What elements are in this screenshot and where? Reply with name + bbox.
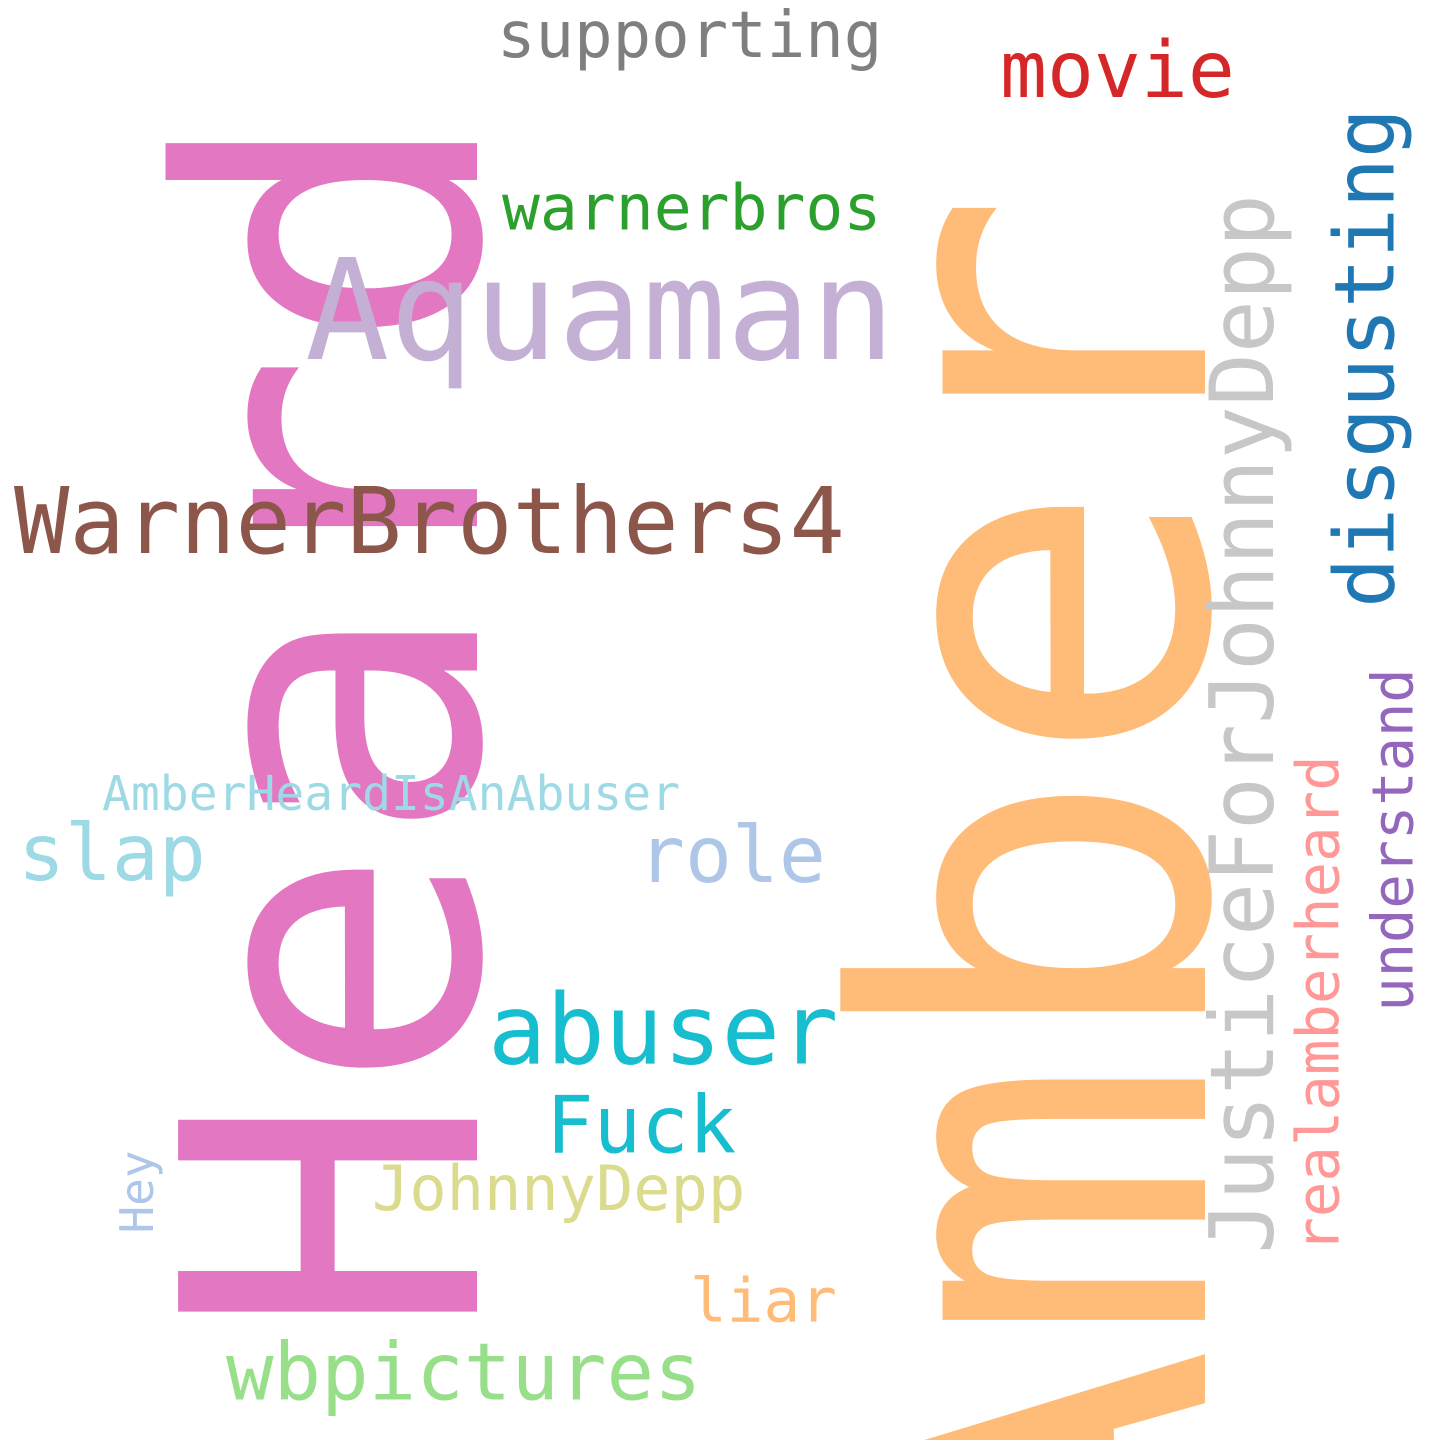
word-liar: liar	[690, 1265, 837, 1337]
word-role: role	[638, 811, 826, 901]
word-fuck: Fuck	[546, 1079, 737, 1172]
word-warnerbros: warnerbros	[502, 171, 882, 245]
word-aquaman: Aquaman	[305, 230, 896, 393]
word-movie: movie	[1000, 26, 1235, 116]
word-disgusting: disgusting	[1316, 108, 1414, 608]
word-justiceforjohnnydepp: JusticeForJohnnyDepp	[1191, 194, 1294, 1254]
word-wbpictures: wbpictures	[226, 1326, 702, 1419]
word-supporting: supporting	[497, 0, 883, 73]
word-understand: understand	[1360, 668, 1427, 1012]
word-johnnydepp: JohnnyDepp	[372, 1152, 746, 1225]
word-slap: slap	[18, 809, 206, 899]
word-realamberheard: realamberheard	[1283, 755, 1353, 1253]
word-hey: Hey	[110, 1150, 164, 1234]
word-amberheardisanabuser: AmberHeardIsAnAbuser	[102, 766, 680, 822]
word-abuser: abuser	[488, 973, 839, 1087]
word-warnerbrothers4: WarnerBrothers4	[14, 468, 845, 575]
